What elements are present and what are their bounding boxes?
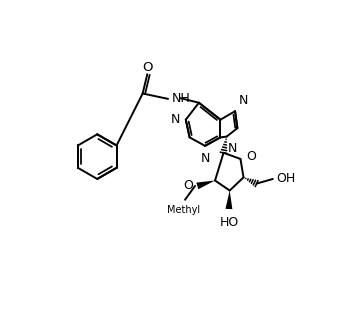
Text: N: N xyxy=(200,152,210,165)
Polygon shape xyxy=(196,181,215,189)
Text: O: O xyxy=(183,179,193,192)
Text: Methyl: Methyl xyxy=(167,205,200,215)
Text: NH: NH xyxy=(172,92,191,105)
Text: O: O xyxy=(142,61,152,74)
Text: HO: HO xyxy=(219,216,239,229)
Text: N: N xyxy=(228,142,238,155)
Text: O: O xyxy=(247,150,257,163)
Text: N: N xyxy=(171,113,180,126)
Polygon shape xyxy=(225,190,232,209)
Text: N: N xyxy=(239,94,248,107)
Text: OH: OH xyxy=(276,173,295,185)
